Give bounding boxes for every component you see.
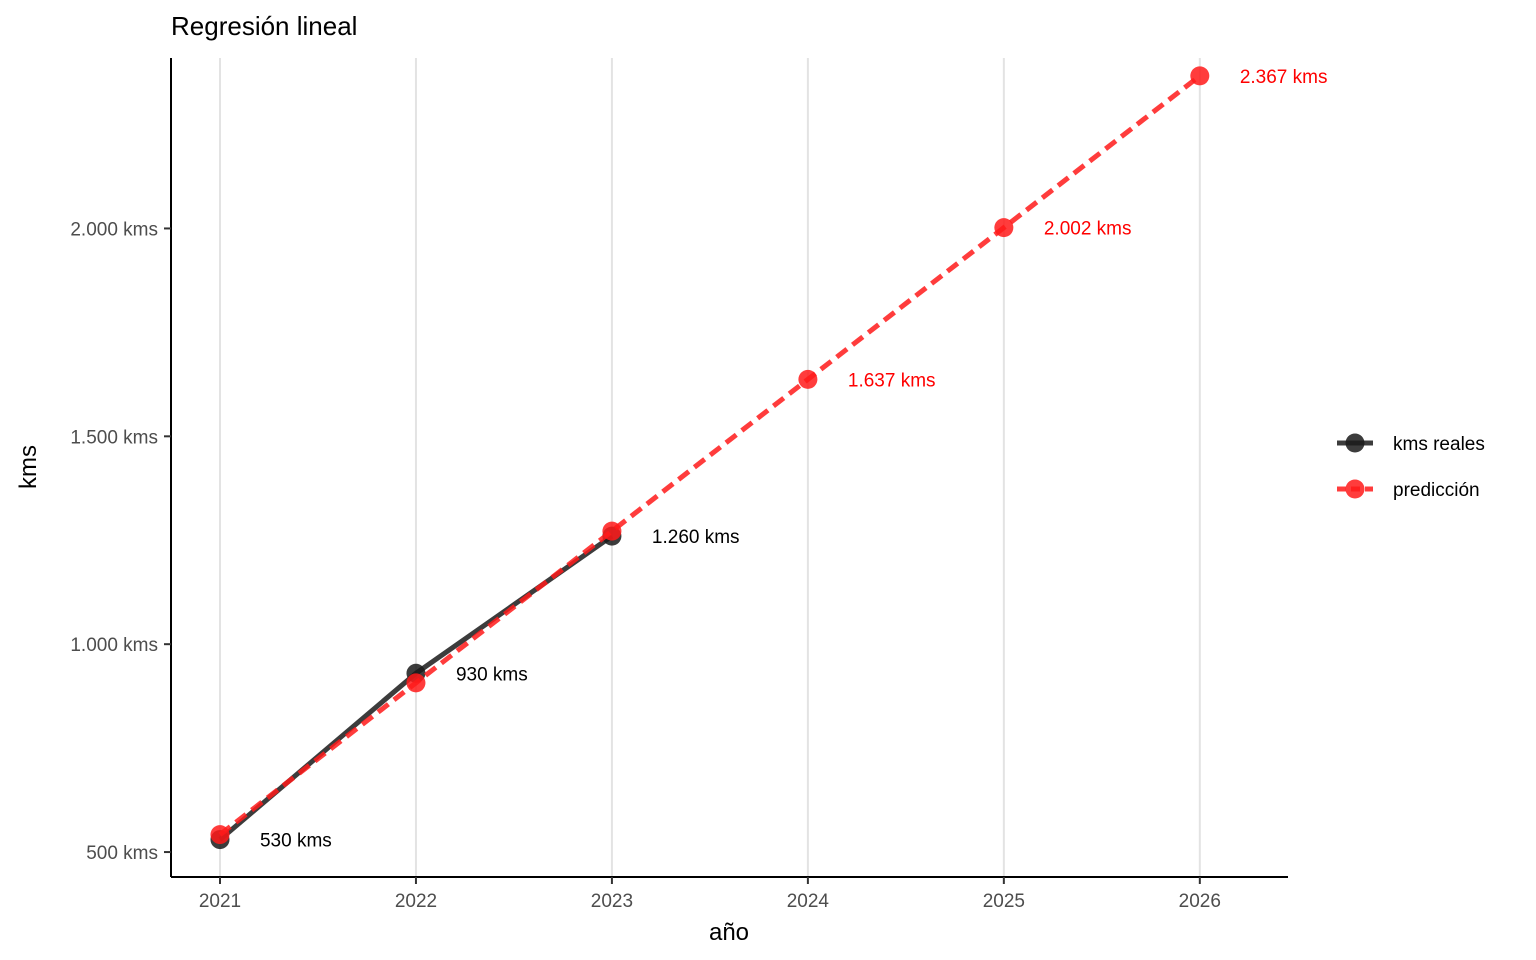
x-tick-label: 2024 bbox=[787, 891, 830, 912]
x-tick-label: 2026 bbox=[1179, 891, 1221, 912]
data-point bbox=[602, 521, 622, 541]
legend-label: predicción bbox=[1393, 480, 1480, 501]
data-labels: 530 kms 930 kms 1.260 kms 1.637 kms 2.002 km… bbox=[260, 67, 1327, 852]
legend-key-point bbox=[1345, 433, 1365, 453]
x-axis-title: año bbox=[709, 919, 749, 946]
data-label: 930 kms bbox=[456, 664, 528, 685]
data-point bbox=[994, 218, 1014, 238]
grid-lines bbox=[218, 58, 1201, 877]
data-point bbox=[406, 673, 426, 693]
data-point bbox=[210, 825, 230, 845]
legend-key-point bbox=[1345, 479, 1365, 499]
y-tick-label: 1.000 kms bbox=[70, 635, 158, 656]
y-tick-label: 1.500 kms bbox=[70, 427, 158, 448]
x-tick-label: 2025 bbox=[983, 891, 1025, 912]
data-label: 1.637 kms bbox=[848, 370, 936, 391]
y-tick-label: 500 kms bbox=[86, 843, 158, 864]
y-axis-title: kms bbox=[15, 445, 42, 489]
data-label: 2.367 kms bbox=[1240, 67, 1328, 88]
chart-title: Regresión lineal bbox=[171, 11, 357, 41]
data-label: 530 kms bbox=[260, 831, 332, 852]
legend-label: kms reales bbox=[1393, 434, 1485, 455]
x-tick-label: 2023 bbox=[591, 891, 633, 912]
data-point bbox=[1190, 66, 1210, 86]
data-label: 1.260 kms bbox=[652, 527, 740, 548]
axis-ticks: 2021 2022 2023 2024 2025 2026 500 kms 1.000 kms… bbox=[70, 219, 1221, 912]
x-tick-label: 2022 bbox=[395, 891, 437, 912]
axes bbox=[170, 58, 1288, 878]
data-point bbox=[798, 369, 818, 389]
series-line bbox=[218, 73, 1202, 837]
y-tick-label: 2.000 kms bbox=[70, 219, 158, 240]
legend: kms reales predicción bbox=[1337, 433, 1485, 501]
x-tick-label: 2021 bbox=[199, 891, 241, 912]
series bbox=[210, 66, 1210, 850]
data-label: 2.002 kms bbox=[1044, 219, 1132, 240]
